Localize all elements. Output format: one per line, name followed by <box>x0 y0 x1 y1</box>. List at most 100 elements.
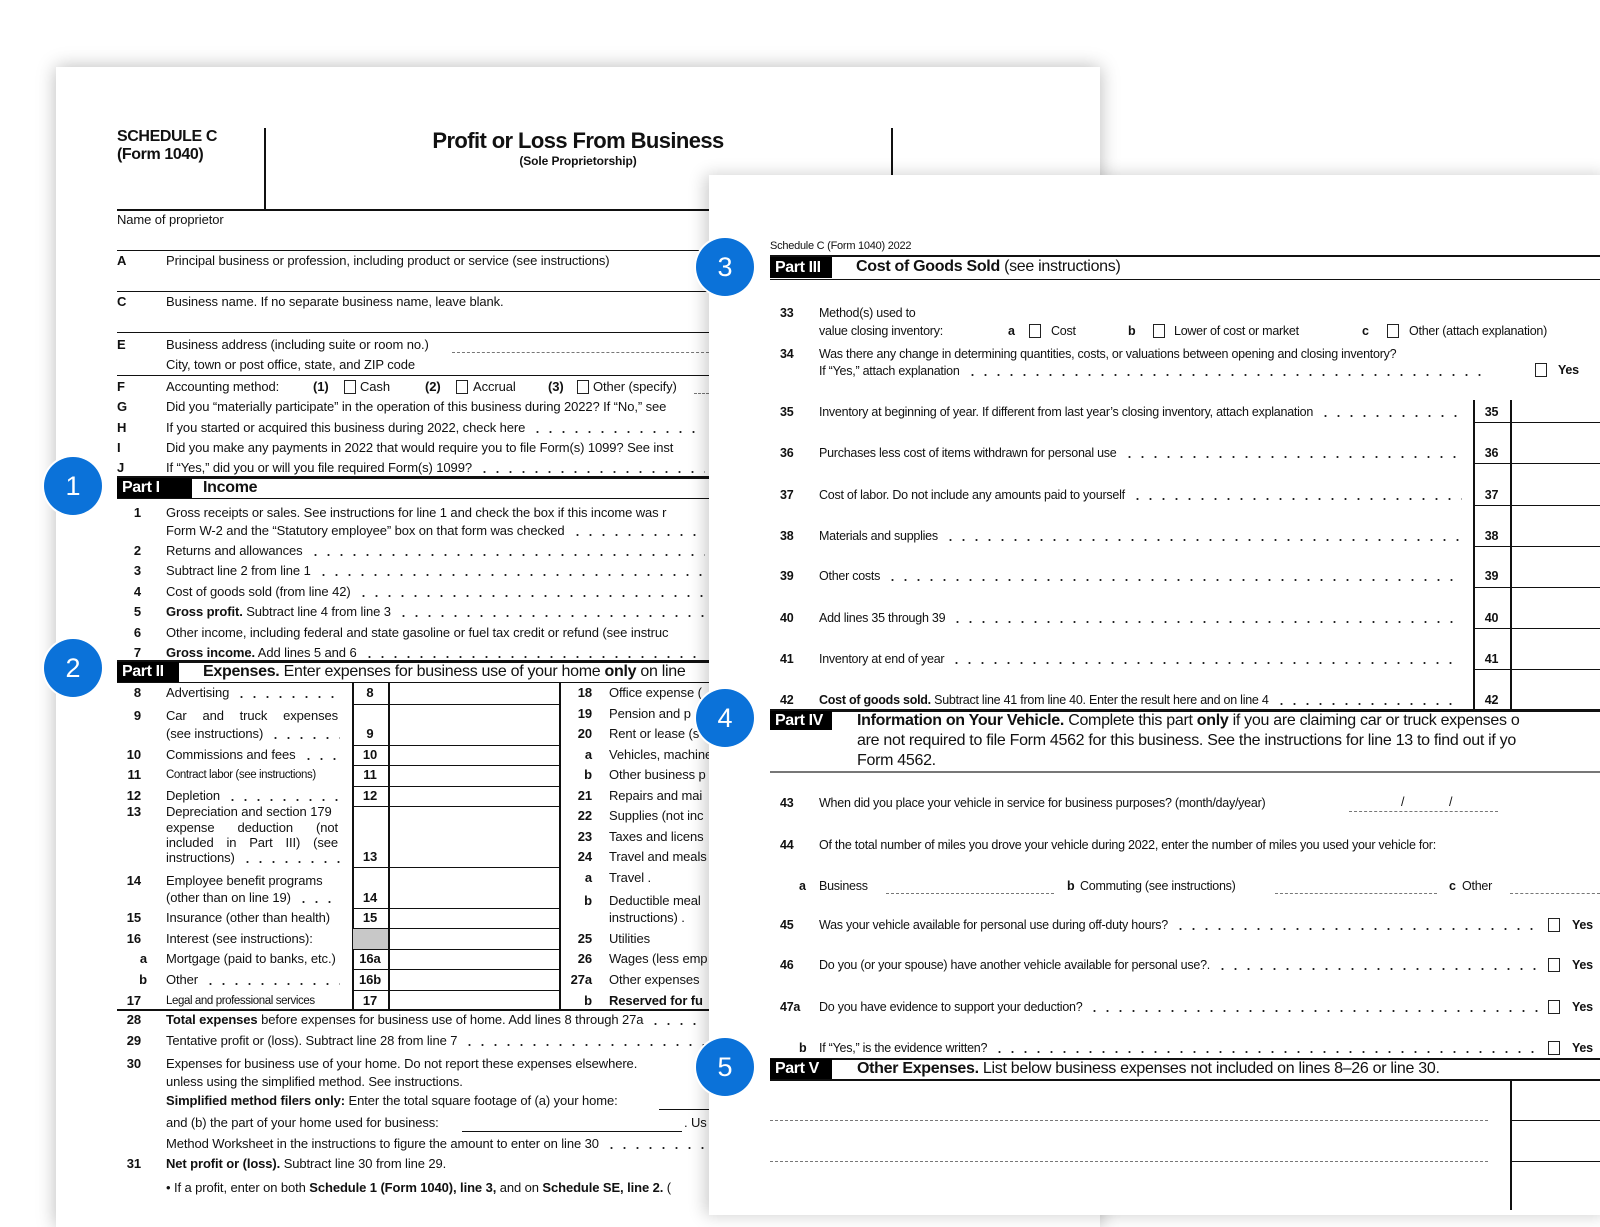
business-square-footage-field[interactable] <box>462 1131 682 1132</box>
miles-field[interactable] <box>1510 893 1600 894</box>
option-number: (1) <box>313 378 329 396</box>
amount-field[interactable] <box>390 766 558 785</box>
option-number: (3) <box>548 378 564 396</box>
line-box-label: 37 <box>1473 486 1510 504</box>
amount-field[interactable] <box>390 746 558 764</box>
text-segment: 17 <box>362 993 378 1008</box>
accounting-method-checkbox[interactable] <box>577 380 589 394</box>
step-badge-1: 1 <box>44 457 102 515</box>
text-segment: Travel and meals <box>609 849 707 864</box>
question-text: If you started or acquired this business… <box>166 419 705 437</box>
inventory-method-checkbox[interactable] <box>1153 324 1165 338</box>
line-box-label: 35 <box>1473 403 1510 421</box>
text-segment: if you are claiming car or truck expense… <box>1228 712 1520 729</box>
text-segment: C <box>117 294 127 309</box>
amount-field[interactable] <box>390 909 558 927</box>
text-segment: I <box>117 440 121 455</box>
amount-field[interactable] <box>390 868 558 907</box>
miles-field[interactable] <box>886 893 1054 894</box>
text-segment: Do you (or your spouse) have another veh… <box>819 958 1211 972</box>
miles-field[interactable] <box>1275 893 1437 894</box>
amount-field[interactable] <box>390 683 558 703</box>
text-segment: Cash <box>360 379 390 394</box>
text-segment: Accrual <box>473 379 516 394</box>
text-segment: 16 <box>126 931 141 946</box>
accounting-method-checkbox[interactable] <box>456 380 468 394</box>
amount-field[interactable] <box>709 196 797 236</box>
part-4-tag-label: Part IV <box>775 712 823 730</box>
line-box-label: 13 <box>352 848 388 866</box>
text-segment: 24 <box>577 849 592 864</box>
inventory-change-yes-checkbox[interactable] <box>1535 363 1547 377</box>
line-text: Other expenses <box>609 971 699 989</box>
rule-line <box>1473 463 1600 464</box>
text-segment: 35 <box>1484 405 1499 419</box>
amount-field[interactable] <box>390 970 558 989</box>
text-segment: Other business p <box>609 767 706 782</box>
amount-field[interactable] <box>390 991 558 1009</box>
text-segment: a <box>584 747 592 762</box>
text-segment: (3) <box>548 379 564 394</box>
part-3-title: Cost of Goods Sold (see instructions) <box>856 257 1121 277</box>
line-text: Interest (see instructions): <box>166 930 313 948</box>
yes-checkbox[interactable] <box>1548 1041 1560 1055</box>
line-number: 6 <box>117 624 141 642</box>
text-segment: 37 <box>780 488 794 502</box>
text-segment: 5 <box>133 604 141 619</box>
rule-line <box>352 682 354 1010</box>
text-segment: Yes <box>1572 958 1593 972</box>
yes-checkbox[interactable] <box>1548 918 1560 932</box>
text-segment: Contract labor (see instructions) <box>166 769 316 781</box>
line-text: Contract labor (see instructions) <box>166 766 316 784</box>
text-segment: 7 <box>133 645 141 660</box>
text-segment: Was there any change in determining quan… <box>819 347 1397 361</box>
inventory-method-checkbox[interactable] <box>1029 324 1041 338</box>
line-number: 13 <box>117 803 141 821</box>
line-number: 14 <box>117 872 141 890</box>
text-segment: Vehicles, machine <box>609 747 713 762</box>
amount-field[interactable] <box>709 175 797 196</box>
amount-field[interactable] <box>390 705 558 744</box>
dot-leader <box>1173 916 1538 934</box>
field-label: City, town or post office, state, and ZI… <box>166 356 415 374</box>
text-segment: 40 <box>780 611 794 625</box>
rule-line <box>388 682 390 1010</box>
line-number: 40 <box>780 609 794 627</box>
other-expense-description-field[interactable] <box>770 1120 1488 1121</box>
line-text: Travel and meals <box>609 848 707 866</box>
text-segment: / <box>1449 795 1453 809</box>
vehicle-in-service-date-field[interactable] <box>1349 811 1498 812</box>
amount-field[interactable] <box>390 950 558 968</box>
text-segment: 30 <box>126 1056 141 1071</box>
text-segment: 28 <box>126 1012 141 1027</box>
rule-line <box>352 908 559 909</box>
yes-checkbox[interactable] <box>1548 958 1560 972</box>
line-number: 43 <box>780 794 794 812</box>
line-number: 27a <box>562 971 592 989</box>
amount-field[interactable] <box>390 787 558 805</box>
option-letter: c <box>1362 322 1369 340</box>
text-segment: Travel . <box>609 870 652 885</box>
text-segment: Form W-2 and the “Statutory employee” bo… <box>166 523 565 538</box>
text-segment: 15 <box>362 910 378 925</box>
line-box-label: 9 <box>352 725 388 743</box>
line-number: 41 <box>780 650 794 668</box>
inventory-method-checkbox[interactable] <box>1387 324 1399 338</box>
line-number: 30 <box>117 1055 141 1073</box>
accounting-method-checkbox[interactable] <box>344 380 356 394</box>
text-segment: When did you place your vehicle in servi… <box>819 796 1266 810</box>
business-address-field[interactable] <box>452 352 709 353</box>
line-text: Other costs <box>819 567 1462 585</box>
text-segment: (2) <box>425 379 441 394</box>
rule-line <box>117 660 1100 663</box>
yes-checkbox[interactable] <box>1548 1000 1560 1014</box>
other-expense-description-field[interactable] <box>770 1161 1488 1162</box>
text-segment: (1) <box>313 379 329 394</box>
home-square-footage-field[interactable] <box>659 1109 709 1110</box>
rule-line <box>352 745 559 746</box>
line-number: b <box>562 766 592 784</box>
line-box-label: 12 <box>352 787 388 805</box>
amount-field[interactable] <box>390 807 558 866</box>
line-text: Was your vehicle available for personal … <box>819 916 1538 934</box>
other-specify-field[interactable] <box>694 393 709 394</box>
